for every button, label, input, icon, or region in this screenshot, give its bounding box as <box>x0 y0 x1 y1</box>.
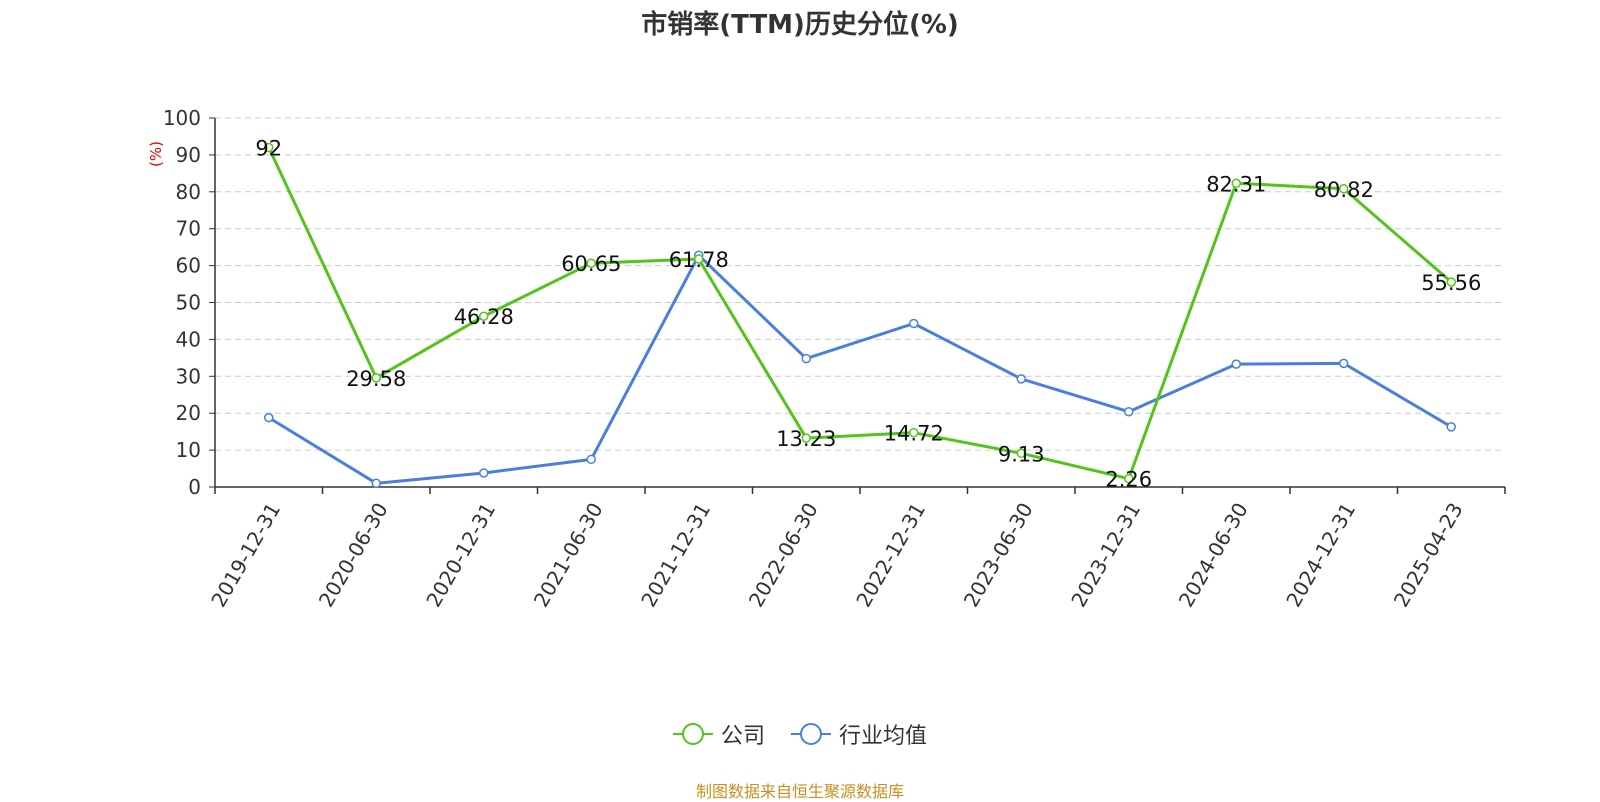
source-note: 制图数据来自恒生聚源数据库 <box>695 782 904 801</box>
x-tick-label-2021-12-31: 2021-12-31 <box>636 499 715 612</box>
point-1-2025-04-23[interactable] <box>1446 422 1456 432</box>
x-tick-label-2023-12-31: 2023-12-31 <box>1066 499 1145 612</box>
series-line-0 <box>267 146 1453 481</box>
point-1-2023-06-30[interactable] <box>1016 374 1026 384</box>
point-0-2024-12-31[interactable] <box>1339 184 1349 194</box>
data-label-0-2024-12-31: 80.82 <box>1314 178 1374 202</box>
point-0-2023-06-30[interactable] <box>1016 448 1026 459</box>
x-tick-label-2020-12-31: 2020-12-31 <box>421 499 500 612</box>
data-label-0-2019-12-31: 92 <box>255 137 282 161</box>
legend-label-company: 公司 <box>720 724 765 749</box>
y-tick-label-60: 60 <box>176 254 201 278</box>
x-tick-label-2021-06-30: 2021-06-30 <box>529 499 608 612</box>
point-0-2023-12-31[interactable] <box>1124 473 1134 484</box>
x-tick-label-2024-06-30: 2024-06-30 <box>1174 499 1253 612</box>
point-0-2025-04-23[interactable] <box>1446 277 1456 287</box>
point-0-2021-06-30[interactable] <box>586 258 596 268</box>
y-tick-label-80: 80 <box>176 180 201 204</box>
legend-label-industry-average: 行业均值 <box>839 724 928 749</box>
data-label-0-2022-06-30: 13.23 <box>776 427 836 451</box>
data-label-0-2023-12-31: 2.26 <box>1105 468 1152 492</box>
data-label-0-2020-06-30: 29.58 <box>346 367 406 391</box>
y-tick-label-100: 100 <box>163 106 201 130</box>
data-label-0-2022-12-31: 14.72 <box>884 422 944 446</box>
legend-symbol-company <box>672 723 713 745</box>
point-1-2023-12-31[interactable] <box>1124 406 1134 417</box>
point-0-2020-06-30[interactable] <box>371 373 381 383</box>
data-labels: 92 29.58 46.28 60.65 61.78 13.23 14.72 9.13 2.26… <box>255 137 1481 492</box>
point-1-2022-06-30[interactable] <box>801 353 811 364</box>
legend-item-industry-average[interactable]: 行业均值 <box>791 718 927 750</box>
data-label-0-2020-12-31: 46.28 <box>454 305 514 329</box>
y-tick-label-20: 20 <box>176 401 201 425</box>
legend-item-company[interactable]: 公司 <box>672 718 765 750</box>
legend: 公司 行业均值 <box>0 718 1600 750</box>
point-1-2019-12-31[interactable] <box>264 412 274 423</box>
point-0-2021-12-31[interactable] <box>694 254 704 264</box>
point-1-2020-06-30[interactable] <box>371 478 381 489</box>
series-layer <box>264 142 1456 489</box>
x-tick-label-2022-12-31: 2022-12-31 <box>851 499 930 612</box>
point-1-2022-12-31[interactable] <box>909 318 919 329</box>
series-line-1 <box>267 253 1453 485</box>
point-0-2022-12-31[interactable] <box>909 427 919 438</box>
data-label-0-2021-06-30: 60.65 <box>561 252 621 276</box>
data-label-0-2023-06-30: 9.13 <box>998 442 1045 466</box>
y-tick-label-10: 10 <box>176 438 201 462</box>
data-label-0-2025-04-23: 55.56 <box>1421 271 1481 295</box>
x-tick-label-2025-04-23: 2025-04-23 <box>1389 499 1468 612</box>
point-1-2020-12-31[interactable] <box>479 468 489 478</box>
point-1-2024-06-30[interactable] <box>1231 359 1241 369</box>
chart-title: 市销率(TTM)历史分位(%) <box>641 10 959 40</box>
x-tick-label-2024-12-31: 2024-12-31 <box>1281 499 1360 612</box>
data-label-0-2021-12-31: 61.78 <box>669 248 729 272</box>
y-tick-label-90: 90 <box>176 143 201 167</box>
y-tick-label-70: 70 <box>176 217 201 241</box>
x-tick-label-2022-06-30: 2022-06-30 <box>744 499 823 612</box>
grid <box>215 117 1505 451</box>
y-tick-label-0: 0 <box>188 475 201 499</box>
point-0-2020-12-31[interactable] <box>479 311 489 321</box>
point-1-2021-06-30[interactable] <box>586 454 596 465</box>
y-tick-label-50: 50 <box>176 291 201 315</box>
legend-symbol-industry-average <box>791 723 831 745</box>
x-tick-label-2023-06-30: 2023-06-30 <box>959 499 1038 612</box>
point-0-2022-06-30[interactable] <box>801 433 811 443</box>
point-1-2024-12-31[interactable] <box>1339 358 1349 369</box>
y-tick-label-30: 30 <box>176 364 201 388</box>
data-label-0-2024-06-30: 82.31 <box>1206 172 1266 196</box>
y-axis-label: (%) <box>147 141 165 167</box>
axes: 0 10 20 30 40 50 60 70 80 90 100 2019-12-31 2020-06-… <box>163 106 1506 612</box>
point-0-2024-06-30[interactable] <box>1231 178 1241 189</box>
point-0-2019-12-31[interactable] <box>264 142 274 153</box>
x-tick-label-2019-12-31: 2019-12-31 <box>206 499 285 612</box>
x-tick-label-2020-06-30: 2020-06-30 <box>314 499 393 612</box>
y-tick-label-40: 40 <box>176 327 201 351</box>
